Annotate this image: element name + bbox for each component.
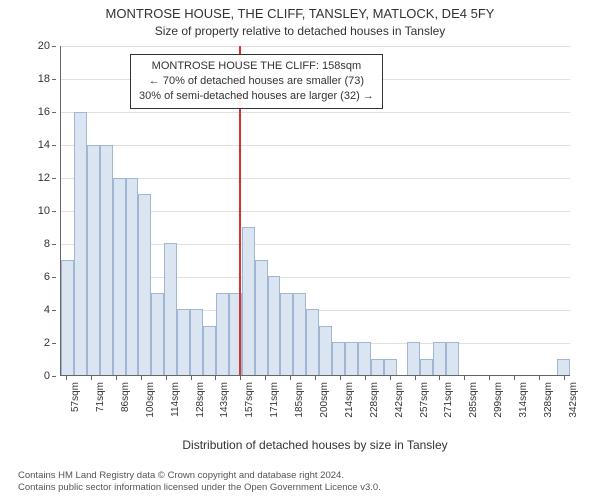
- x-tick-mark: [91, 376, 92, 380]
- histogram-bar: [268, 276, 281, 375]
- x-tick-label: 342sqm: [568, 382, 579, 418]
- x-tick-mark: [439, 376, 440, 380]
- y-tick-label: 4: [44, 304, 50, 316]
- chart-container: MONTROSE HOUSE, THE CLIFF, TANSLEY, MATL…: [0, 0, 600, 500]
- histogram-bar: [332, 342, 345, 375]
- x-tick-mark: [141, 376, 142, 380]
- histogram-bar: [61, 260, 74, 375]
- histogram-bar: [87, 145, 100, 375]
- x-tick-mark: [489, 376, 490, 380]
- histogram-bar: [319, 326, 332, 375]
- histogram-bar: [433, 342, 446, 375]
- y-tick-label: 8: [44, 238, 50, 250]
- x-tick-mark: [564, 376, 565, 380]
- x-tick-mark: [464, 376, 465, 380]
- histogram-bar: [446, 342, 459, 375]
- histogram-bar: [216, 293, 229, 375]
- histogram-bar: [113, 178, 126, 375]
- histogram-bar: [384, 359, 397, 375]
- y-tick-label: 10: [38, 205, 50, 217]
- x-tick-mark: [191, 376, 192, 380]
- histogram-bar: [203, 326, 216, 375]
- x-tick-mark: [514, 376, 515, 380]
- histogram-bar: [280, 293, 293, 375]
- y-axis-ticks: 02468101214161820: [0, 46, 56, 376]
- footer-line-1: Contains HM Land Registry data © Crown c…: [18, 470, 381, 482]
- histogram-bar: [164, 243, 177, 375]
- x-tick-label: 271sqm: [443, 382, 454, 418]
- histogram-bar: [407, 342, 420, 375]
- x-tick-label: 100sqm: [145, 382, 156, 418]
- x-tick-label: 143sqm: [219, 382, 230, 418]
- x-tick-label: 57sqm: [70, 382, 81, 412]
- histogram-bar: [293, 293, 306, 375]
- histogram-bar: [255, 260, 268, 375]
- y-tick-label: 18: [38, 73, 50, 85]
- x-tick-mark: [315, 376, 316, 380]
- chart-title: MONTROSE HOUSE, THE CLIFF, TANSLEY, MATL…: [0, 6, 600, 21]
- x-axis-ticks: 57sqm 71sqm 86sqm 100sqm 114sqm 128sqm 143sqm 1…: [60, 376, 570, 446]
- x-tick-mark: [365, 376, 366, 380]
- annotation-line-1: MONTROSE HOUSE THE CLIFF: 158sqm: [139, 59, 374, 74]
- x-tick-label: 114sqm: [170, 382, 181, 417]
- x-tick-mark: [166, 376, 167, 380]
- y-tick-label: 2: [44, 337, 50, 349]
- y-tick-label: 0: [44, 370, 50, 382]
- x-tick-label: 185sqm: [294, 382, 305, 418]
- histogram-bar: [177, 309, 190, 375]
- x-tick-mark: [265, 376, 266, 380]
- histogram-bar: [420, 359, 433, 375]
- histogram-bar: [151, 293, 164, 375]
- x-tick-label: 285sqm: [468, 382, 479, 418]
- x-tick-mark: [66, 376, 67, 380]
- footer-attribution: Contains HM Land Registry data © Crown c…: [18, 470, 381, 494]
- histogram-bar: [306, 309, 319, 375]
- y-tick-label: 12: [38, 172, 50, 184]
- y-tick-label: 20: [38, 40, 50, 52]
- x-tick-label: 299sqm: [493, 382, 504, 418]
- x-axis-label: Distribution of detached houses by size …: [60, 438, 570, 452]
- x-tick-label: 200sqm: [319, 382, 330, 418]
- y-tick-label: 6: [44, 271, 50, 283]
- x-tick-mark: [116, 376, 117, 380]
- histogram-bar: [100, 145, 113, 375]
- x-tick-label: 242sqm: [394, 382, 405, 418]
- x-tick-label: 71sqm: [95, 382, 106, 412]
- x-tick-label: 86sqm: [120, 382, 131, 412]
- footer-line-2: Contains public sector information licen…: [18, 482, 381, 494]
- x-tick-mark: [240, 376, 241, 380]
- x-tick-mark: [415, 376, 416, 380]
- histogram-bar: [126, 178, 139, 375]
- histogram-bar: [371, 359, 384, 375]
- x-tick-label: 214sqm: [344, 382, 355, 418]
- y-tick-label: 14: [38, 139, 50, 151]
- annotation-line-2: ← 70% of detached houses are smaller (73…: [139, 74, 374, 89]
- x-tick-mark: [390, 376, 391, 380]
- histogram-bar: [557, 359, 570, 375]
- x-tick-label: 314sqm: [518, 382, 529, 418]
- x-tick-label: 228sqm: [369, 382, 380, 418]
- histogram-bar: [242, 227, 255, 375]
- histogram-bar: [345, 342, 358, 375]
- y-tick-label: 16: [38, 106, 50, 118]
- annotation-box: MONTROSE HOUSE THE CLIFF: 158sqm ← 70% o…: [130, 54, 383, 109]
- x-tick-mark: [215, 376, 216, 380]
- histogram-bar: [74, 112, 87, 375]
- annotation-line-3: 30% of semi-detached houses are larger (…: [139, 89, 374, 104]
- chart-subtitle: Size of property relative to detached ho…: [0, 24, 600, 38]
- histogram-bar: [138, 194, 151, 375]
- x-tick-mark: [340, 376, 341, 380]
- x-tick-label: 257sqm: [419, 382, 430, 418]
- x-tick-mark: [539, 376, 540, 380]
- x-tick-mark: [290, 376, 291, 380]
- x-tick-label: 328sqm: [543, 382, 554, 418]
- x-tick-label: 171sqm: [269, 382, 280, 418]
- histogram-bar: [190, 309, 203, 375]
- histogram-bar: [358, 342, 371, 375]
- x-tick-label: 128sqm: [195, 382, 206, 418]
- x-tick-label: 157sqm: [244, 382, 255, 418]
